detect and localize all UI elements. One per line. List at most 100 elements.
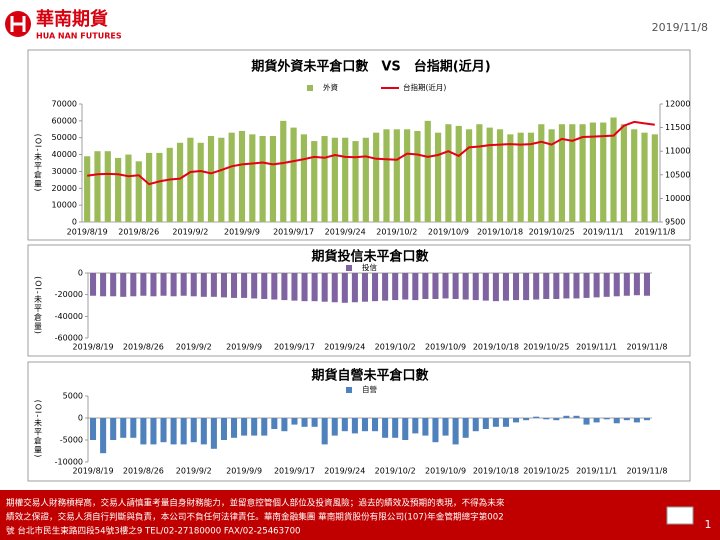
line (87, 120, 655, 186)
bar (414, 130, 421, 222)
x-tick-label: 2019/10/25 (523, 343, 569, 352)
bar (643, 418, 650, 421)
bar (432, 418, 439, 443)
bar (603, 418, 610, 420)
bar (110, 273, 117, 297)
bar (321, 418, 328, 445)
bar (553, 418, 560, 421)
x-tick-label: 2019/8/19 (73, 467, 114, 476)
bar (492, 273, 499, 302)
y2-tick-label: 11000 (665, 147, 690, 156)
bar (341, 273, 348, 303)
x-tick-label: 2019/10/18 (473, 467, 519, 476)
bar (361, 418, 368, 432)
bar (140, 273, 147, 296)
bar (170, 273, 177, 297)
bar (190, 273, 197, 297)
bar (218, 137, 225, 222)
x-tick-label: 2019/10/9 (425, 343, 466, 352)
bar (120, 273, 127, 297)
bar (623, 418, 630, 421)
bar (281, 273, 288, 301)
logo-symbol (10, 16, 26, 32)
x-tick-label: 2019/8/26 (123, 343, 164, 352)
bar (613, 418, 620, 424)
bar (140, 418, 147, 445)
bar (207, 136, 215, 222)
bar (412, 418, 419, 434)
bar (462, 273, 469, 300)
bar (404, 129, 411, 222)
bar (110, 418, 117, 440)
bar (342, 137, 349, 222)
x-tick-label: 2019/8/19 (73, 343, 114, 352)
bar (200, 418, 207, 445)
bar (100, 273, 107, 297)
bar (573, 415, 580, 418)
x-tick-label: 2019/8/26 (123, 467, 164, 476)
legend-swatch (346, 387, 352, 393)
bar (482, 418, 489, 429)
bar (100, 418, 107, 454)
bar (502, 418, 509, 427)
x-tick-label: 2019/11/1 (583, 228, 624, 237)
bar (180, 418, 187, 445)
bar (331, 137, 338, 222)
bar (593, 418, 600, 423)
chart-frame (27, 244, 691, 357)
bar (180, 273, 187, 296)
bar (486, 127, 493, 222)
x-tick-label: 2019/9/2 (176, 467, 212, 476)
bar (321, 273, 328, 302)
bar (442, 273, 449, 299)
bar (452, 418, 459, 445)
date: 2019/11/8 (652, 21, 708, 34)
logo-en: HUA NAN FUTURES (36, 32, 122, 41)
bar (241, 418, 248, 436)
x-tick-label: 2019/9/9 (226, 343, 262, 352)
legend-swatch (346, 265, 352, 271)
bar (220, 273, 227, 298)
y-tick-label: 0 (78, 414, 83, 423)
bar (462, 418, 469, 438)
bar (373, 132, 380, 222)
bar (321, 136, 328, 222)
y-tick-label: -5000 (60, 436, 83, 445)
bar (523, 273, 530, 301)
bar (300, 134, 308, 222)
x-tick-label: 2019/11/8 (626, 343, 667, 352)
bar (383, 129, 390, 222)
bar (281, 418, 288, 432)
bar (200, 273, 207, 297)
y2-tick-label: 11500 (665, 123, 690, 132)
bar (94, 151, 101, 222)
x-tick-label: 2019/11/8 (634, 228, 675, 237)
x-tick-label: 2019/10/25 (529, 228, 575, 237)
bar (412, 273, 419, 301)
bar (251, 273, 258, 299)
x-tick-label: 2019/9/24 (324, 343, 365, 352)
x-tick-label: 2019/9/17 (273, 228, 314, 237)
bar (160, 418, 167, 443)
bar (553, 273, 560, 299)
bar (311, 418, 318, 427)
bar (261, 273, 268, 299)
bar (641, 132, 648, 222)
bar (280, 120, 287, 222)
bar (533, 416, 540, 418)
y-axis-label: (OI-未平倉量) (34, 400, 43, 459)
bar (331, 273, 338, 303)
chart-title: 期貨外資未平倉口數 VS 台指期(近月) (251, 59, 490, 75)
bar (643, 273, 650, 296)
bar (150, 273, 157, 297)
bar (422, 418, 429, 436)
bar (231, 418, 238, 438)
y-tick-label: 0 (78, 269, 83, 278)
bar (517, 132, 524, 222)
bar (135, 161, 142, 222)
bar (543, 273, 550, 299)
bar (563, 273, 570, 299)
bar (563, 415, 570, 418)
bar (569, 124, 576, 222)
bar (402, 418, 409, 440)
